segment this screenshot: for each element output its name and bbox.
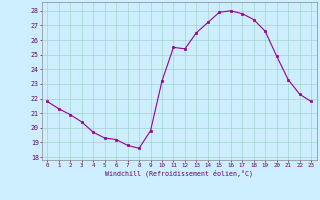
X-axis label: Windchill (Refroidissement éolien,°C): Windchill (Refroidissement éolien,°C) xyxy=(105,170,253,177)
